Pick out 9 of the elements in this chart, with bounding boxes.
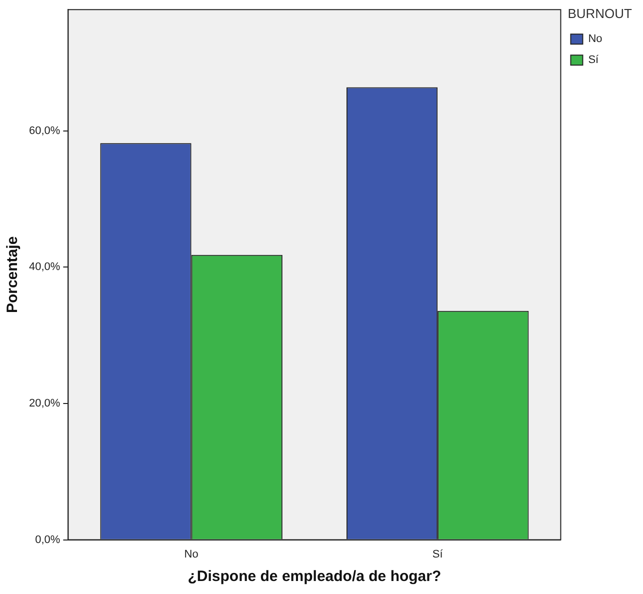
- y-axis-title: Porcentaje: [4, 236, 22, 314]
- y-tick-label: 20,0%: [28, 398, 60, 410]
- y-tick-label: 0,0%: [35, 534, 60, 546]
- legend-title: BURNOUT: [568, 6, 632, 22]
- legend-label: No: [588, 33, 602, 46]
- y-tick-label: 60,0%: [28, 124, 60, 137]
- y-tick-label: 40,0%: [28, 261, 60, 274]
- legend-label: Sí: [588, 54, 600, 66]
- x-axis-title: ¿Dispone de empleado/a de hogar?: [188, 568, 442, 586]
